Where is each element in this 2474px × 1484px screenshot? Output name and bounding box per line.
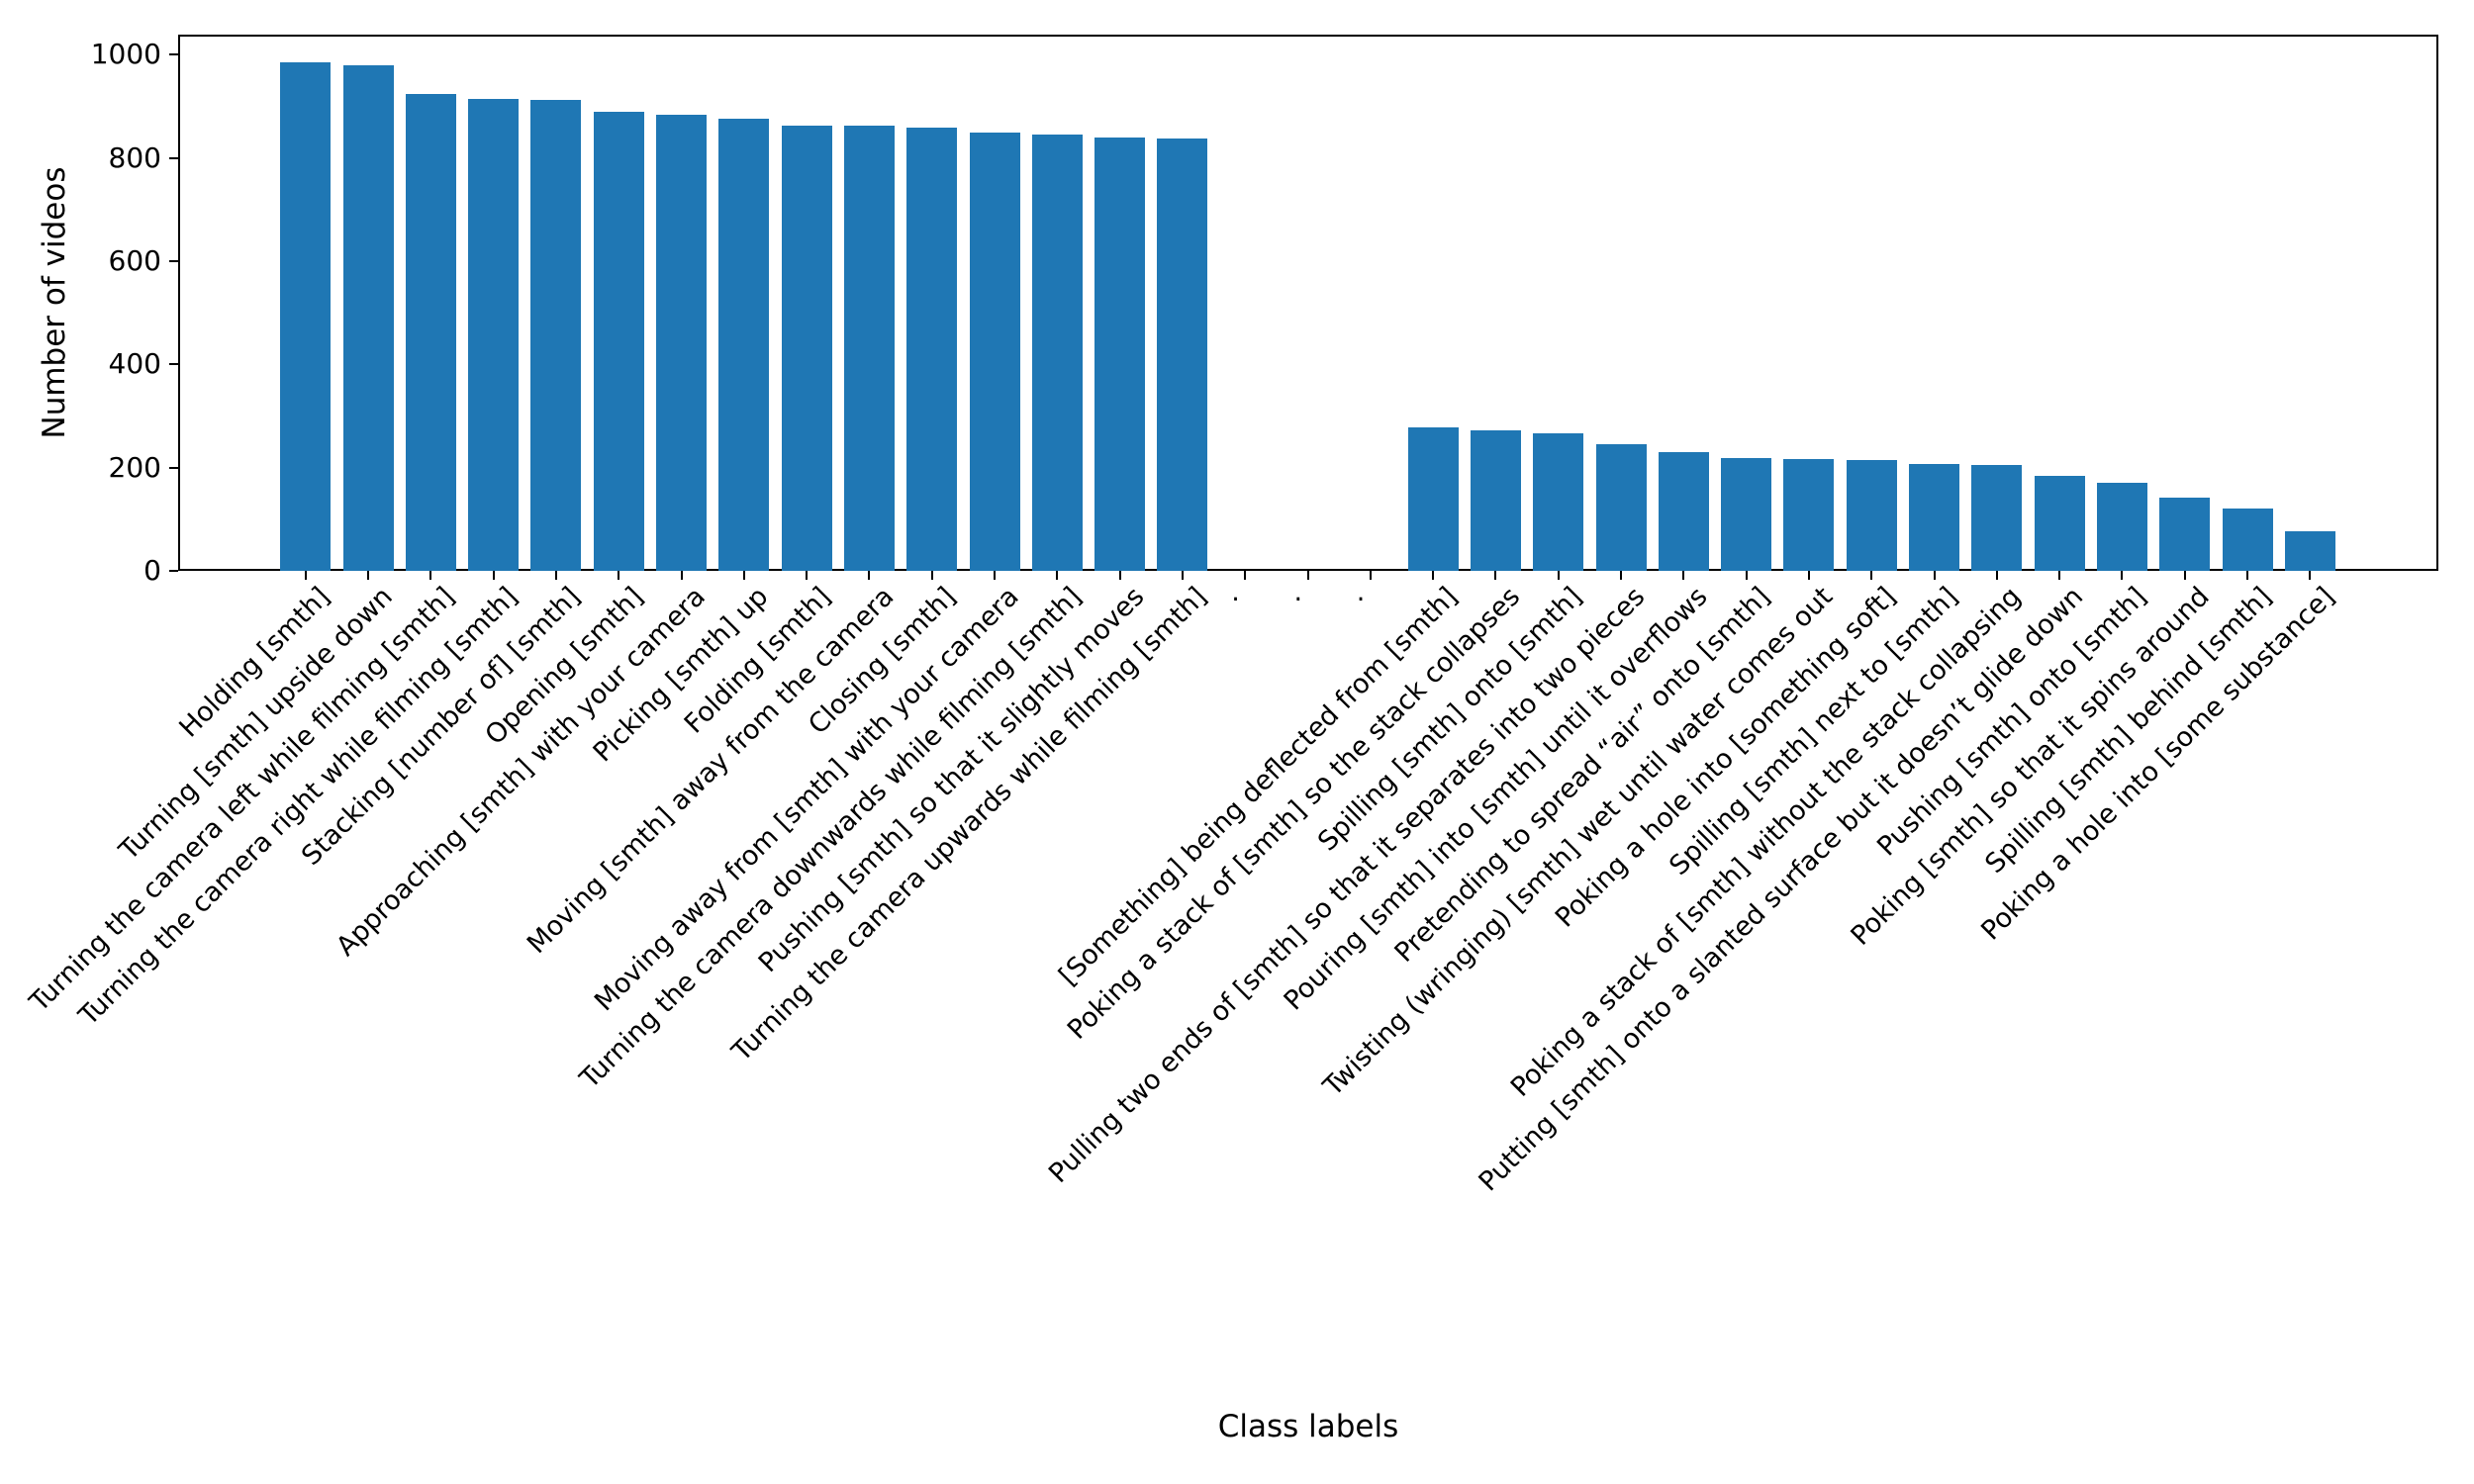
x-tick-mark	[1181, 571, 1184, 580]
bar	[969, 133, 1020, 571]
bar	[2159, 498, 2211, 571]
x-tick-mark	[2183, 571, 2186, 580]
x-tick-mark	[742, 571, 745, 580]
x-tick-mark	[930, 571, 933, 580]
x-tick-label: Turning the camera right while filming […	[72, 581, 524, 1032]
bar	[1658, 452, 1709, 571]
y-tick-label: 400	[108, 347, 161, 381]
x-tick-mark	[1682, 571, 1685, 580]
bar	[1031, 135, 1083, 571]
x-tick-mark	[806, 571, 809, 580]
y-tick-label: 1000	[90, 38, 161, 71]
x-tick-mark	[994, 571, 996, 580]
y-tick-mark	[169, 466, 178, 469]
bar	[1533, 433, 1584, 571]
x-tick-mark	[304, 571, 307, 580]
bar	[1157, 139, 1208, 571]
x-tick-mark	[554, 571, 557, 580]
x-tick-mark	[1494, 571, 1497, 580]
y-tick-mark	[169, 156, 178, 159]
y-tick-label: 0	[143, 554, 161, 587]
bar	[906, 128, 958, 571]
bar	[1094, 138, 1146, 571]
bar	[2034, 476, 2085, 571]
y-tick-label: 200	[108, 450, 161, 484]
y-axis-label: Number of videos	[37, 166, 72, 439]
gap-ellipsis-dot: .	[1356, 577, 1366, 607]
bar	[843, 126, 895, 571]
x-tick-mark	[429, 571, 432, 580]
x-tick-mark	[367, 571, 369, 580]
x-tick-mark	[1870, 571, 1873, 580]
x-tick-mark	[1557, 571, 1560, 580]
x-tick-mark	[1995, 571, 1998, 580]
bar	[1721, 458, 1772, 571]
y-tick-mark	[169, 53, 178, 56]
bar	[1783, 459, 1835, 571]
x-tick-mark	[492, 571, 495, 580]
x-axis-label: Class labels	[1217, 1409, 1399, 1444]
gap-ellipsis-dot: .	[1293, 577, 1303, 607]
x-tick-mark	[1745, 571, 1748, 580]
bar	[1846, 460, 1897, 571]
bar	[2096, 483, 2147, 571]
bar	[280, 62, 332, 571]
bar	[781, 126, 832, 571]
bar	[1971, 465, 2023, 571]
y-tick-mark	[169, 363, 178, 366]
bar	[468, 99, 520, 571]
x-tick-mark	[1432, 571, 1435, 580]
bar	[593, 112, 644, 571]
bar	[1407, 427, 1459, 571]
x-tick-mark	[2058, 571, 2061, 580]
y-tick-mark	[169, 570, 178, 572]
y-tick-label: 800	[108, 140, 161, 174]
y-tick-label: 600	[108, 243, 161, 277]
bar	[718, 119, 770, 571]
x-tick-mark	[2309, 571, 2312, 580]
x-tick-mark	[1369, 571, 1372, 580]
x-tick-mark	[2121, 571, 2124, 580]
bar	[2222, 509, 2273, 571]
x-tick-mark	[1244, 571, 1247, 580]
bar	[656, 115, 707, 571]
x-tick-mark	[1306, 571, 1309, 580]
bar	[1909, 464, 1959, 571]
bar	[1470, 430, 1521, 571]
bar	[342, 65, 394, 571]
bar	[530, 100, 582, 571]
x-tick-mark	[868, 571, 871, 580]
x-tick-label: Turning the camera left while filming [s…	[24, 581, 461, 1018]
x-tick-mark	[618, 571, 620, 580]
x-tick-mark	[1933, 571, 1936, 580]
x-tick-mark	[2246, 571, 2248, 580]
x-tick-mark	[680, 571, 683, 580]
x-tick-mark	[1807, 571, 1810, 580]
gap-ellipsis-dot: .	[1231, 577, 1240, 607]
bar	[1595, 444, 1647, 571]
bar	[2284, 531, 2335, 571]
y-tick-mark	[169, 259, 178, 262]
bar	[405, 94, 456, 571]
x-tick-mark	[1118, 571, 1121, 580]
x-tick-mark	[1056, 571, 1059, 580]
x-tick-mark	[1620, 571, 1622, 580]
